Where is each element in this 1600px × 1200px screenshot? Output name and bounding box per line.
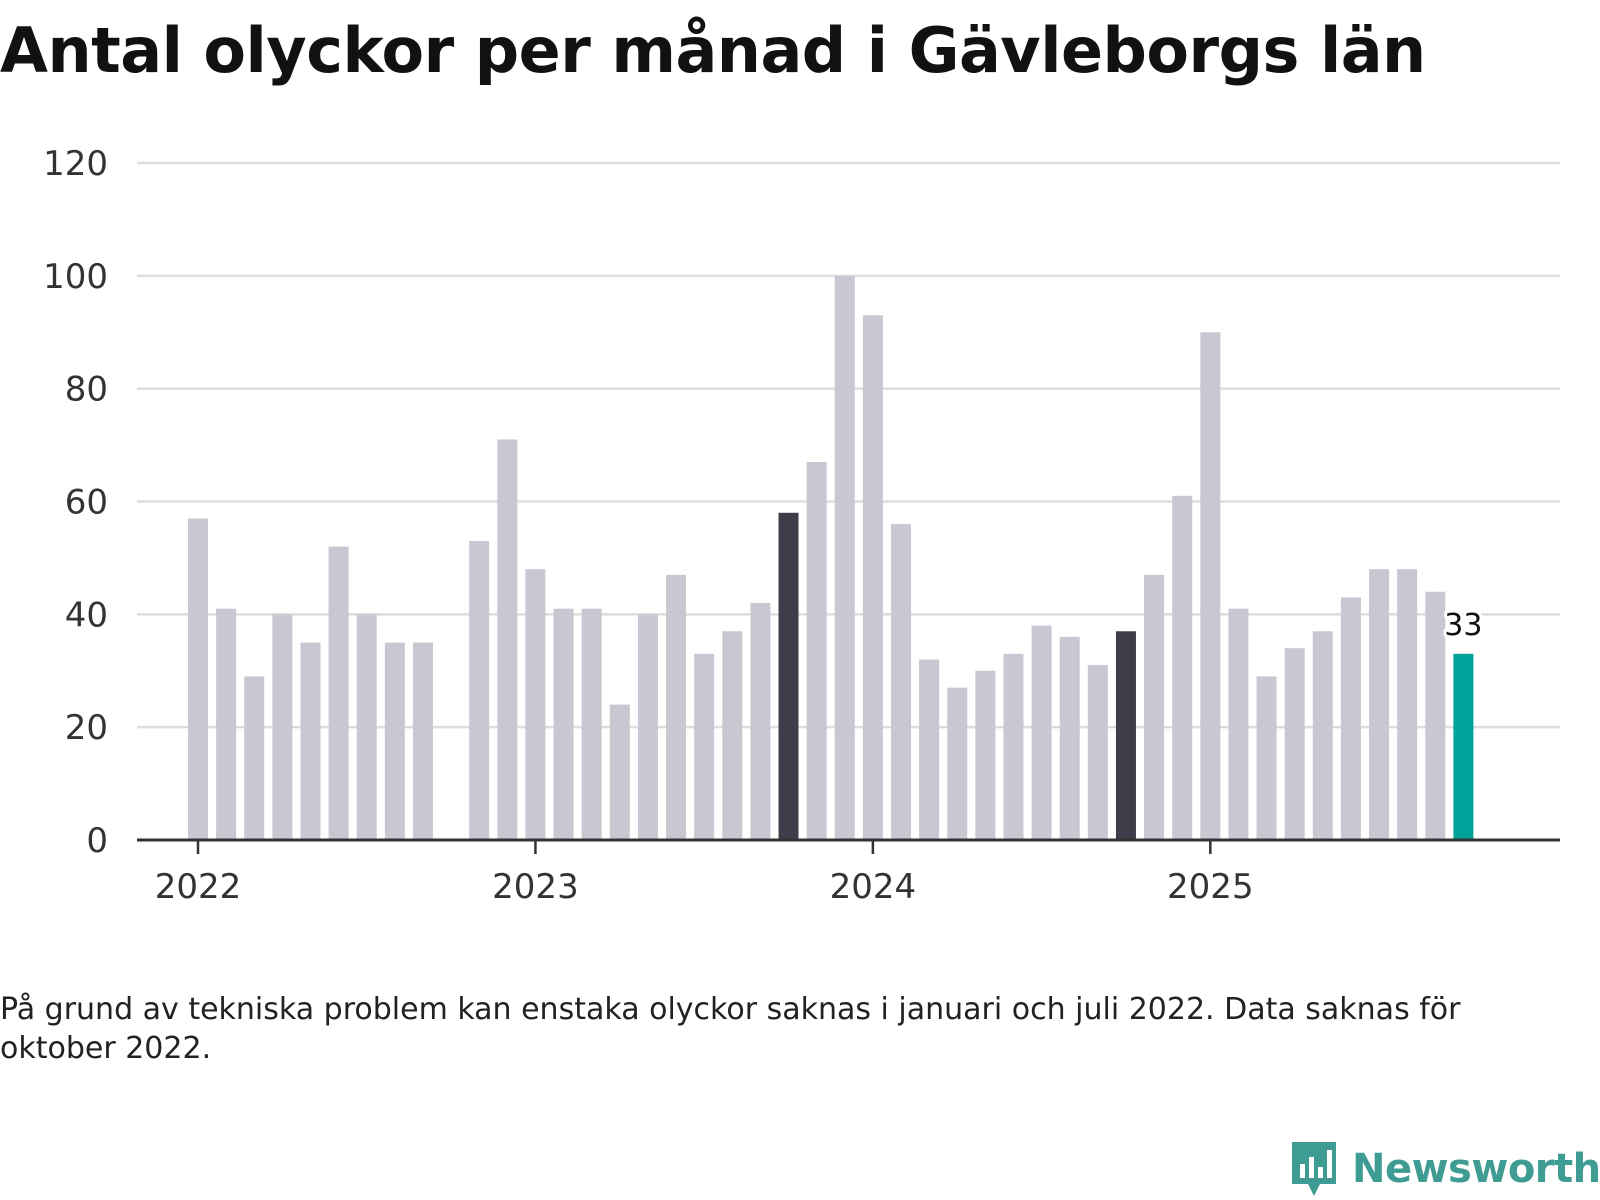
x-axis xyxy=(137,838,1560,854)
y-tick-label: 120 xyxy=(43,144,108,184)
bar-2023-02 xyxy=(553,608,574,840)
bar-2024-03 xyxy=(919,659,940,840)
bar-2024-02 xyxy=(891,524,911,840)
y-tick-label: 0 xyxy=(86,821,108,861)
bar-2025-09 xyxy=(1425,591,1446,840)
bar-2023-07 xyxy=(694,653,715,840)
bar-2025-01 xyxy=(1200,332,1221,840)
bar-2023-12 xyxy=(834,275,855,840)
bar-2023-09 xyxy=(750,603,771,840)
bar-2023-01 xyxy=(525,569,546,840)
bar-2022-01 xyxy=(188,518,208,840)
bar-2024-10 xyxy=(1115,631,1136,840)
bar-2024-11 xyxy=(1144,574,1165,840)
bar-2023-08 xyxy=(722,631,743,840)
bar-2023-04 xyxy=(609,704,630,840)
bar-2023-11 xyxy=(806,462,827,840)
bar-2022-05 xyxy=(300,642,321,840)
brand-name: Newsworthy xyxy=(1352,1146,1600,1192)
bar-2024-12 xyxy=(1172,495,1193,840)
bar-2022-11 xyxy=(469,540,490,840)
bar-2023-03 xyxy=(581,608,602,840)
bar-2024-05 xyxy=(975,670,996,840)
footnote: På grund av tekniska problem kan enstaka… xyxy=(0,992,1461,1066)
y-tick-label: 20 xyxy=(65,708,108,748)
bar-2024-07 xyxy=(1031,625,1052,840)
x-tick-label: 2022 xyxy=(155,867,242,907)
bar-2025-04 xyxy=(1284,648,1305,840)
data-labels: 33 xyxy=(1441,605,1485,646)
x-tick-label: 2024 xyxy=(830,867,917,907)
bar-2022-03 xyxy=(244,676,265,840)
chart-title: Antal olyckor per månad i Gävleborgs län xyxy=(0,14,1426,87)
bar-2022-07 xyxy=(356,614,377,840)
brand-logo: Newsworthy xyxy=(1290,1140,1600,1198)
bar-2024-09 xyxy=(1087,665,1108,840)
bar-2025-10 xyxy=(1453,653,1474,840)
x-axis-tick-labels: 2022 2023 2024 2025 xyxy=(155,867,1254,907)
bar-2024-04 xyxy=(947,687,968,840)
bar-2022-09 xyxy=(412,642,433,840)
bar-2023-06 xyxy=(666,574,687,840)
y-axis-tick-labels: 0 20 40 60 80 100 120 xyxy=(43,144,108,861)
data-label: 33 xyxy=(1444,608,1482,643)
bar-2025-02 xyxy=(1228,608,1249,840)
bar-2022-12 xyxy=(497,439,518,840)
bar-2024-08 xyxy=(1059,636,1080,840)
bar-2022-06 xyxy=(328,546,349,840)
bar-chart-speech-bubble-icon xyxy=(1292,1142,1336,1196)
bar-2022-02 xyxy=(216,608,237,840)
bar-2024-01 xyxy=(862,315,883,840)
bar-2024-06 xyxy=(1003,653,1024,840)
y-tick-label: 40 xyxy=(65,595,108,635)
bars xyxy=(188,275,1474,840)
y-tick-label: 80 xyxy=(65,370,108,410)
x-tick-label: 2025 xyxy=(1167,867,1254,907)
bar-2025-08 xyxy=(1397,569,1418,840)
x-tick-label: 2023 xyxy=(492,867,579,907)
bar-2025-06 xyxy=(1340,597,1361,840)
bar-2025-05 xyxy=(1312,631,1333,840)
bar-2025-03 xyxy=(1256,676,1277,840)
bar-2023-10 xyxy=(778,512,799,840)
bar-2022-04 xyxy=(272,614,293,840)
y-tick-label: 60 xyxy=(65,483,108,523)
bar-2025-07 xyxy=(1369,569,1390,840)
y-tick-label: 100 xyxy=(43,257,108,297)
bar-2023-05 xyxy=(637,614,658,840)
bar-chart: 0 20 40 60 80 100 120 2022 2023 2024 2025 33 xyxy=(43,144,1560,907)
bar-2022-08 xyxy=(384,642,405,840)
